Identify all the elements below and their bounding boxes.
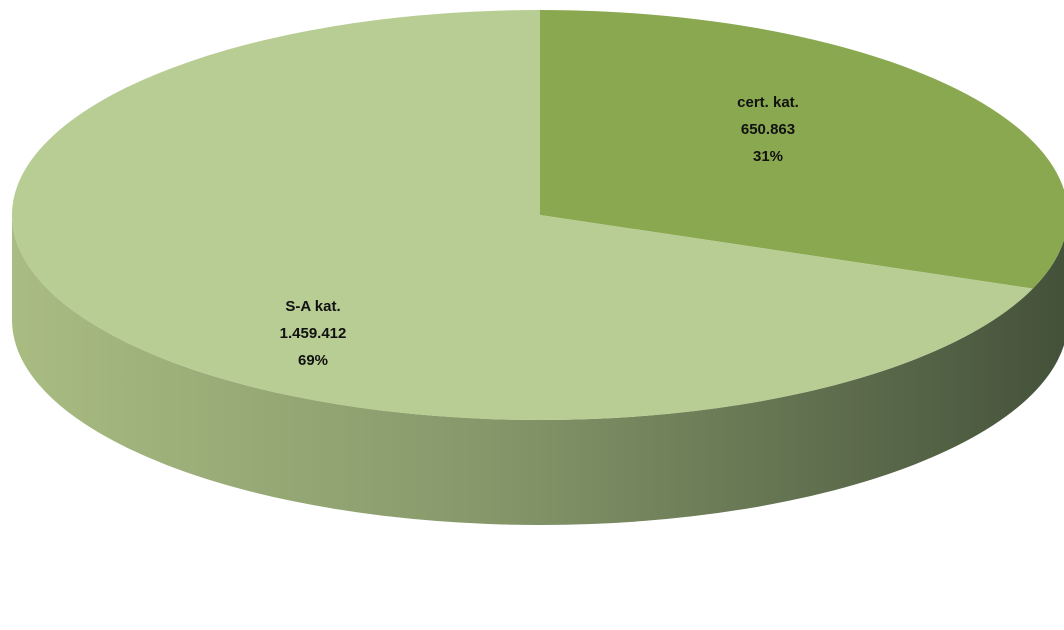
pie-side-wall — [12, 215, 1064, 525]
label-percent: 69% — [298, 352, 328, 369]
label-name: cert. kat. — [737, 94, 799, 111]
label-value: 650.863 — [741, 121, 795, 138]
pie-slice-cert-kat[interactable] — [540, 10, 1064, 289]
data-label-cert-kat: cert. kat. 650.863 31% — [737, 94, 799, 165]
label-name: S-A kat. — [285, 298, 340, 315]
pie-slice-s-a-kat[interactable] — [12, 10, 1033, 420]
data-label-s-a-kat: S-A kat. 1.459.412 69% — [280, 298, 347, 369]
label-value: 1.459.412 — [280, 325, 347, 342]
label-percent: 31% — [753, 148, 783, 165]
